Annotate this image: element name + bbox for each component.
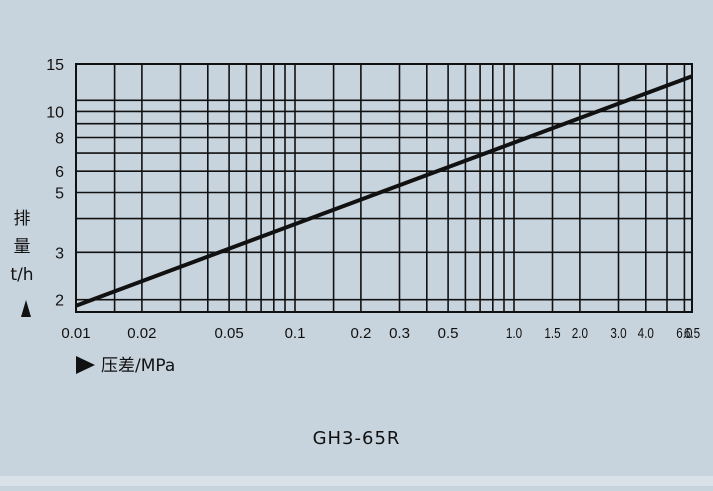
x-tick-label: 1.0 [506, 325, 522, 342]
y-axis-label: 排量 t/h [10, 209, 33, 285]
y-tick-label: 5 [55, 186, 64, 203]
x-tick-label: 3.0 [610, 325, 626, 342]
x-axis-arrow-icon [76, 356, 95, 374]
x-tick-label: 2.0 [572, 325, 588, 342]
chart-title: GH3-65R [312, 428, 401, 449]
y-tick-label: 6 [55, 164, 64, 181]
y-tick-label: 2 [55, 293, 64, 310]
y-axis-label-part: t/h [10, 265, 33, 285]
y-axis-label-part: 量 [14, 237, 31, 257]
y-axis-arrow-icon [21, 300, 31, 317]
y-tick-labels: 2 3 5 6 8 10 15 [46, 57, 64, 310]
y-tick-label: 15 [46, 57, 64, 74]
x-tick-label: 6.0 [676, 325, 692, 342]
x-tick-label: 0.3 [389, 325, 410, 342]
y-axis-label-part: 排 [14, 209, 31, 229]
y-tick-label: 3 [55, 245, 64, 262]
x-tick-label: 0.01 [61, 325, 90, 342]
x-tick-labels: 0.01 0.02 0.05 0.1 0.2 0.3 0.5 1.0 1.5 2.0 3.0 4.0 6… [61, 325, 700, 342]
x-tick-label: 0.1 [285, 325, 306, 342]
x-tick-label: 4.0 [638, 325, 654, 342]
y-tick-label: 8 [55, 131, 64, 148]
series-line [75, 74, 693, 308]
y-tick-label: 10 [46, 104, 64, 121]
series-layer [75, 74, 693, 308]
plot-frame [75, 63, 693, 313]
bottom-strip [0, 476, 713, 486]
vertical-gridlines [113, 64, 686, 312]
x-axis-label: 压差/MPa [101, 356, 175, 376]
x-tick-label: 0.5 [438, 325, 459, 342]
x-tick-label: 0.05 [214, 325, 243, 342]
x-tick-label: 6.5 [684, 325, 700, 342]
x-tick-label: 0.02 [127, 325, 156, 342]
x-tick-label: 1.5 [544, 325, 560, 342]
x-tick-label: 0.2 [350, 325, 371, 342]
